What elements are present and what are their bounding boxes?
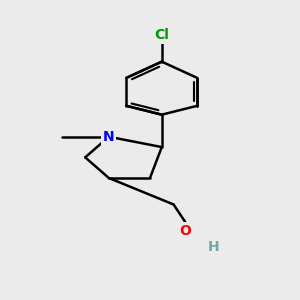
Text: N: N [103, 130, 115, 144]
Text: Cl: Cl [154, 28, 169, 42]
Text: O: O [179, 224, 191, 238]
Text: H: H [208, 240, 219, 254]
